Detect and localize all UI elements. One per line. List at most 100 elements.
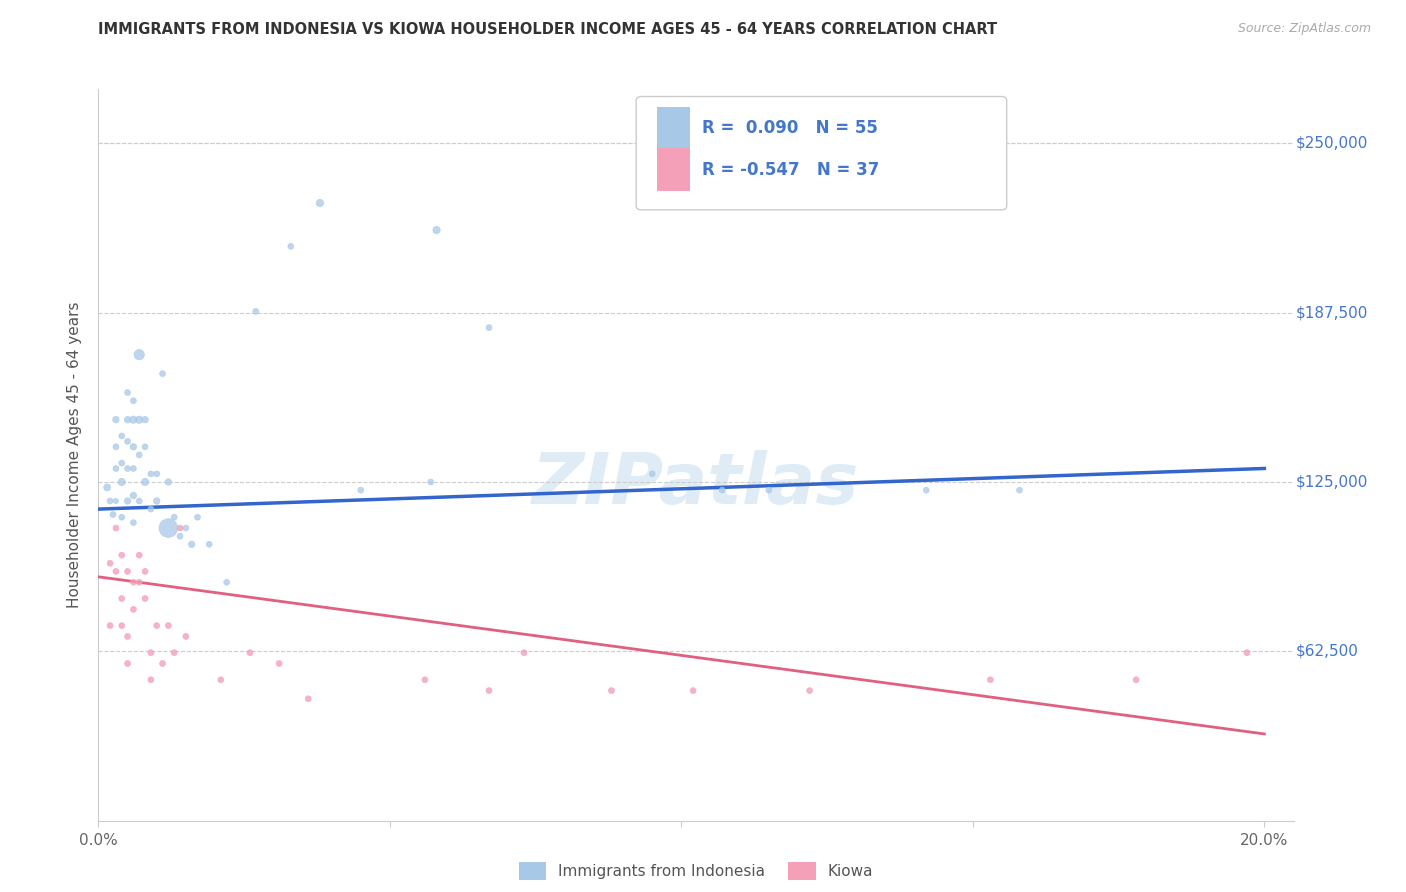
Point [128, 575, 150, 590]
Text: $250,000: $250,000 [1296, 136, 1368, 151]
Text: R = -0.547   N = 37: R = -0.547 N = 37 [702, 161, 879, 178]
Point [128, 548, 150, 562]
Point [413, 673, 436, 687]
Point [1008, 483, 1031, 497]
Point [269, 657, 291, 671]
Y-axis label: Householder Income Ages 45 - 64 years: Householder Income Ages 45 - 64 years [67, 301, 83, 608]
Point [1236, 646, 1258, 660]
Point [1125, 673, 1147, 687]
Point [209, 673, 232, 687]
Point [157, 521, 180, 535]
Point [111, 475, 134, 489]
Point [425, 223, 447, 237]
Point [297, 691, 319, 706]
Point [117, 413, 139, 427]
Point [174, 521, 197, 535]
Point [134, 591, 156, 606]
Point [117, 494, 139, 508]
Point [145, 618, 167, 632]
Point [111, 510, 134, 524]
Point [111, 618, 134, 632]
Point [682, 683, 704, 698]
Point [799, 683, 821, 698]
Point [128, 494, 150, 508]
Point [104, 565, 127, 579]
Point [104, 494, 127, 508]
Point [117, 565, 139, 579]
Point [117, 434, 139, 449]
Point [128, 348, 150, 362]
FancyBboxPatch shape [657, 107, 690, 149]
Point [128, 448, 150, 462]
Point [641, 467, 664, 481]
Point [180, 537, 202, 551]
Point [478, 683, 501, 698]
Point [104, 440, 127, 454]
Point [134, 565, 156, 579]
Point [122, 461, 145, 475]
Point [117, 385, 139, 400]
Point [157, 618, 180, 632]
Point [169, 521, 191, 535]
Text: $125,000: $125,000 [1296, 475, 1368, 490]
Point [111, 591, 134, 606]
Point [111, 548, 134, 562]
Point [128, 413, 150, 427]
Point [104, 521, 127, 535]
Point [101, 508, 124, 522]
Point [104, 413, 127, 427]
Point [98, 556, 121, 570]
Point [134, 475, 156, 489]
Point [186, 510, 208, 524]
Point [117, 657, 139, 671]
Point [169, 529, 191, 543]
Text: $62,500: $62,500 [1296, 644, 1358, 659]
Point [711, 483, 734, 497]
Point [134, 440, 156, 454]
Text: Source: ZipAtlas.com: Source: ZipAtlas.com [1237, 22, 1371, 36]
Point [122, 413, 145, 427]
Text: ZIPatlas: ZIPatlas [533, 450, 859, 518]
Point [122, 575, 145, 590]
Point [145, 494, 167, 508]
Point [215, 575, 238, 590]
Point [758, 483, 780, 497]
Point [122, 602, 145, 616]
Point [979, 673, 1001, 687]
Point [117, 629, 139, 643]
Point [139, 502, 162, 516]
FancyBboxPatch shape [657, 148, 690, 191]
Point [104, 461, 127, 475]
Point [350, 483, 373, 497]
Point [145, 467, 167, 481]
Point [122, 516, 145, 530]
Point [139, 673, 162, 687]
Point [98, 618, 121, 632]
Point [513, 646, 536, 660]
Point [174, 629, 197, 643]
Text: IMMIGRANTS FROM INDONESIA VS KIOWA HOUSEHOLDER INCOME AGES 45 - 64 YEARS CORRELA: IMMIGRANTS FROM INDONESIA VS KIOWA HOUSE… [98, 22, 997, 37]
Point [163, 646, 186, 660]
Point [122, 393, 145, 408]
Point [915, 483, 938, 497]
Point [134, 413, 156, 427]
Point [309, 196, 332, 211]
Point [245, 304, 267, 318]
Point [139, 646, 162, 660]
Point [122, 489, 145, 503]
Point [152, 657, 174, 671]
Point [600, 683, 623, 698]
Point [478, 320, 501, 334]
Point [117, 461, 139, 475]
Point [198, 537, 221, 551]
Point [96, 480, 118, 494]
Point [139, 467, 162, 481]
FancyBboxPatch shape [636, 96, 1007, 210]
Point [122, 440, 145, 454]
Text: R =  0.090   N = 55: R = 0.090 N = 55 [702, 119, 877, 137]
Point [239, 646, 262, 660]
Point [157, 475, 180, 489]
Point [111, 429, 134, 443]
Point [163, 510, 186, 524]
Point [111, 456, 134, 470]
